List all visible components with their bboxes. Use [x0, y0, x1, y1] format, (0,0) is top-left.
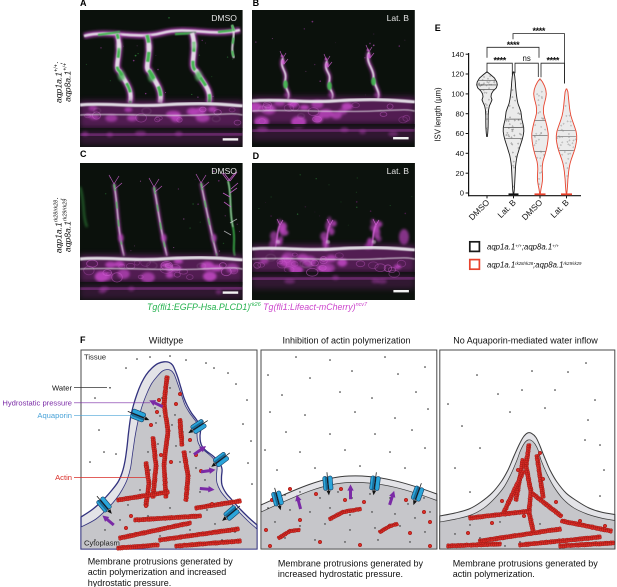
- svg-text:ISV length (µm): ISV length (µm): [434, 87, 443, 142]
- svg-text:ns: ns: [523, 54, 531, 63]
- svg-text:DMSO: DMSO: [211, 166, 237, 176]
- svg-text:Hydrostatic pressure: Hydrostatic pressure: [2, 398, 72, 407]
- svg-text:aqp1a.1rk28/rk28;aqp8a.1rk29/r: aqp1a.1rk28/rk28;aqp8a.1rk29/rk29: [487, 260, 582, 269]
- svg-text:80: 80: [456, 109, 464, 118]
- svg-text:Wildtype: Wildtype: [149, 335, 184, 345]
- svg-text:No Aquaporin-mediated water in: No Aquaporin-mediated water inflow: [453, 335, 598, 345]
- svg-text:Aquaporin: Aquaporin: [37, 411, 72, 420]
- svg-text:Membrane protrusions generated: Membrane protrusions generated by: [453, 559, 599, 569]
- svg-text:Lat. B: Lat. B: [387, 13, 410, 23]
- svg-text:increased hydrostatic pressure: increased hydrostatic pressure.: [278, 569, 403, 579]
- svg-text:Water: Water: [52, 383, 72, 392]
- svg-text:****: ****: [547, 56, 560, 66]
- svg-text:Inhibition of actin polymeriza: Inhibition of actin polymerization: [282, 335, 410, 345]
- svg-text:60: 60: [456, 129, 464, 138]
- svg-text:Cytoplasm: Cytoplasm: [84, 539, 120, 548]
- svg-text:actin polymerization and incre: actin polymerization and increased: [88, 567, 227, 577]
- svg-text:20: 20: [456, 169, 464, 178]
- svg-text:Membrane protrusions generated: Membrane protrusions generated by: [88, 557, 234, 567]
- svg-text:hydrostatic pressure.: hydrostatic pressure.: [88, 578, 172, 587]
- svg-text:aqp1a.1+/+;aqp8a.1+/+: aqp1a.1+/+;aqp8a.1+/+: [487, 243, 559, 252]
- svg-text:Lat. B: Lat. B: [387, 166, 410, 176]
- svg-text:Tissue: Tissue: [84, 353, 106, 362]
- svg-text:140: 140: [451, 50, 464, 59]
- svg-text:0: 0: [460, 189, 464, 198]
- svg-text:actin polymerization.: actin polymerization.: [453, 569, 535, 579]
- svg-text:Membrane protrusions generated: Membrane protrusions generated by: [278, 559, 424, 569]
- svg-text:****: ****: [533, 26, 546, 36]
- svg-text:Actin: Actin: [55, 473, 72, 482]
- svg-text:DMSO: DMSO: [211, 13, 237, 23]
- svg-text:****: ****: [493, 56, 506, 66]
- svg-text:120: 120: [451, 70, 464, 79]
- svg-text:40: 40: [456, 149, 464, 158]
- svg-text:****: ****: [507, 40, 520, 50]
- svg-text:100: 100: [451, 90, 464, 99]
